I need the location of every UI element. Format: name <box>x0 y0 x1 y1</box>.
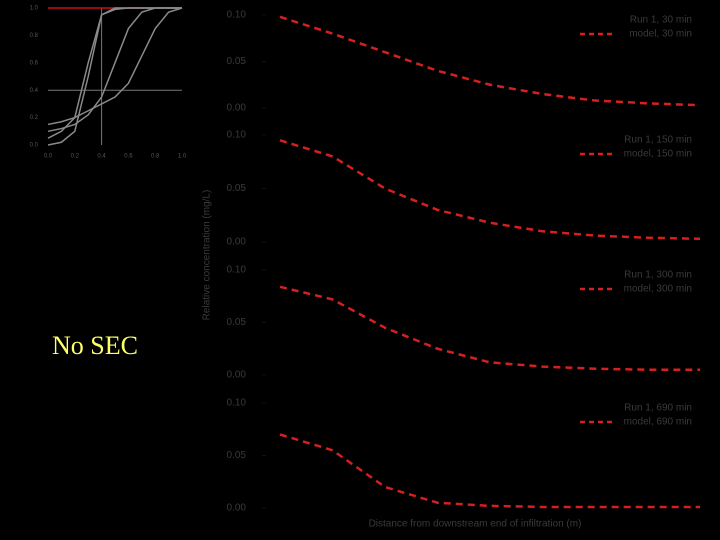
y-tick-label: 0.05 <box>227 183 247 194</box>
y-tick-label: 0.00 <box>227 237 247 248</box>
y-tick-label: 0.10 <box>227 130 247 141</box>
legend-label: model, 150 min <box>624 149 692 160</box>
y-tick-label: 0.05 <box>227 450 247 461</box>
y-tick-label: 0.2 <box>30 115 39 121</box>
series-line <box>47 7 183 126</box>
y-tick-label: 0.10 <box>227 265 247 276</box>
x-tick-label: 0.0 <box>44 154 53 160</box>
x-tick-label: 0.4 <box>97 154 106 160</box>
y-tick-label: 0.10 <box>227 10 247 21</box>
legend-label: model, 300 min <box>624 284 692 295</box>
x-tick-label: 0.8 <box>151 154 160 160</box>
y-tick-label: 0.10 <box>227 398 247 409</box>
y-tick-label: 0.0 <box>30 143 39 149</box>
y-tick-label: 0.6 <box>30 60 39 66</box>
x-tick-label: 1.0 <box>178 154 187 160</box>
x-tick-label: 0.6 <box>124 154 133 160</box>
y-tick-label: 1.0 <box>30 6 39 12</box>
legend-label: model, 30 min <box>629 29 692 40</box>
model-line <box>279 433 700 509</box>
y-tick-label: 0.05 <box>227 56 247 67</box>
model-line <box>279 15 701 107</box>
y-tick-label: 0.8 <box>30 33 39 39</box>
annotation: Run 1, 30 min <box>630 15 692 26</box>
series-line <box>47 7 182 133</box>
x-tick-label: 0.2 <box>71 154 80 160</box>
caption: No SEC <box>52 331 138 360</box>
y-axis-label: Relative concentration (mg/L) <box>202 190 213 321</box>
annotation: Run 1, 300 min <box>624 270 692 281</box>
y-tick-label: 0.00 <box>227 370 247 381</box>
x-axis-label: Distance from downstream end of infiltra… <box>369 519 582 530</box>
model-line <box>279 139 701 241</box>
y-tick-label: 0.00 <box>227 103 247 114</box>
annotation: Run 1, 150 min <box>624 135 692 146</box>
annotation: Run 1, 690 min <box>624 403 692 414</box>
legend-label: model, 690 min <box>624 417 692 428</box>
model-line <box>279 285 700 371</box>
y-tick-label: 0.4 <box>30 88 39 94</box>
y-tick-label: 0.05 <box>227 317 247 328</box>
y-tick-label: 0.00 <box>227 503 247 514</box>
